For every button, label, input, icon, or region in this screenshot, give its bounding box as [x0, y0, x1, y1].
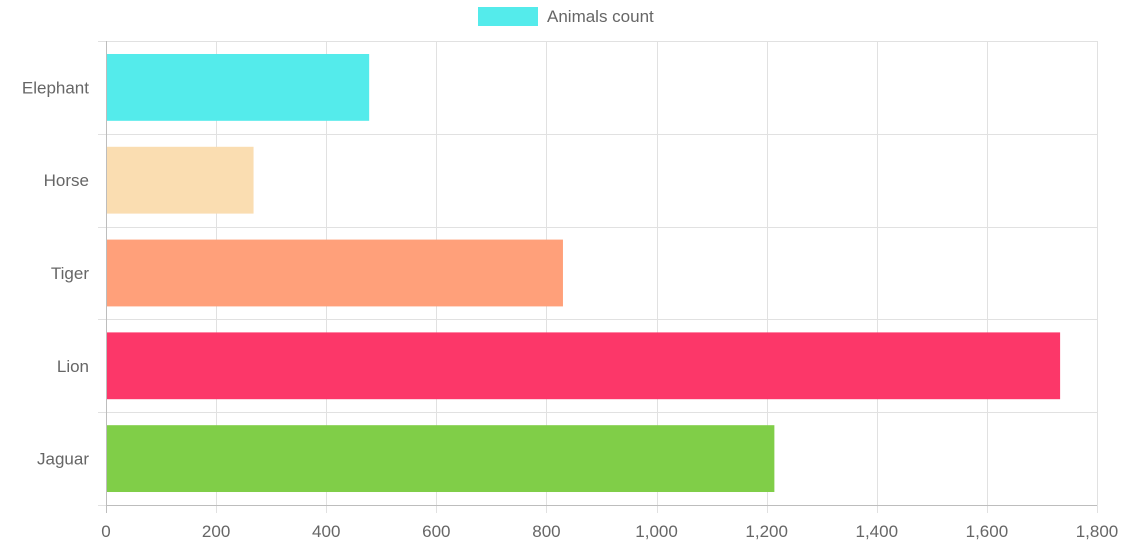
- legend-label[interactable]: Animals count: [547, 7, 654, 26]
- bar-horse[interactable]: [107, 146, 254, 214]
- x-tick-label: 1,000: [635, 522, 678, 541]
- category-labels: Elephant Horse Tiger Lion Jaguar: [22, 78, 89, 468]
- bar-lion[interactable]: [107, 332, 1061, 400]
- x-tick-label: 200: [202, 522, 230, 541]
- x-tick-label: 0: [101, 522, 110, 541]
- category-label-elephant: Elephant: [22, 78, 89, 97]
- legend[interactable]: Animals count: [478, 7, 654, 26]
- grid-lines: [98, 41, 1098, 513]
- x-tick-label: 800: [532, 522, 560, 541]
- x-tick-label: 1,200: [745, 522, 788, 541]
- x-tick-labels: 0 200 400 600 800 1,000 1,200 1,400 1,600 1,800: [101, 522, 1118, 541]
- axes: [98, 41, 1097, 506]
- category-label-jaguar: Jaguar: [37, 450, 89, 469]
- category-label-horse: Horse: [44, 171, 89, 190]
- bars: [107, 53, 1061, 493]
- bar-jaguar[interactable]: [107, 425, 775, 493]
- x-tick-label: 600: [422, 522, 450, 541]
- x-tick-label: 1,600: [966, 522, 1009, 541]
- legend-swatch[interactable]: [478, 7, 538, 26]
- category-label-tiger: Tiger: [51, 264, 89, 283]
- x-tick-label: 400: [312, 522, 340, 541]
- bar-elephant[interactable]: [107, 53, 370, 121]
- category-label-lion: Lion: [57, 357, 89, 376]
- x-tick-label: 1,400: [856, 522, 899, 541]
- x-tick-label: 1,800: [1076, 522, 1119, 541]
- bar-tiger[interactable]: [107, 239, 563, 307]
